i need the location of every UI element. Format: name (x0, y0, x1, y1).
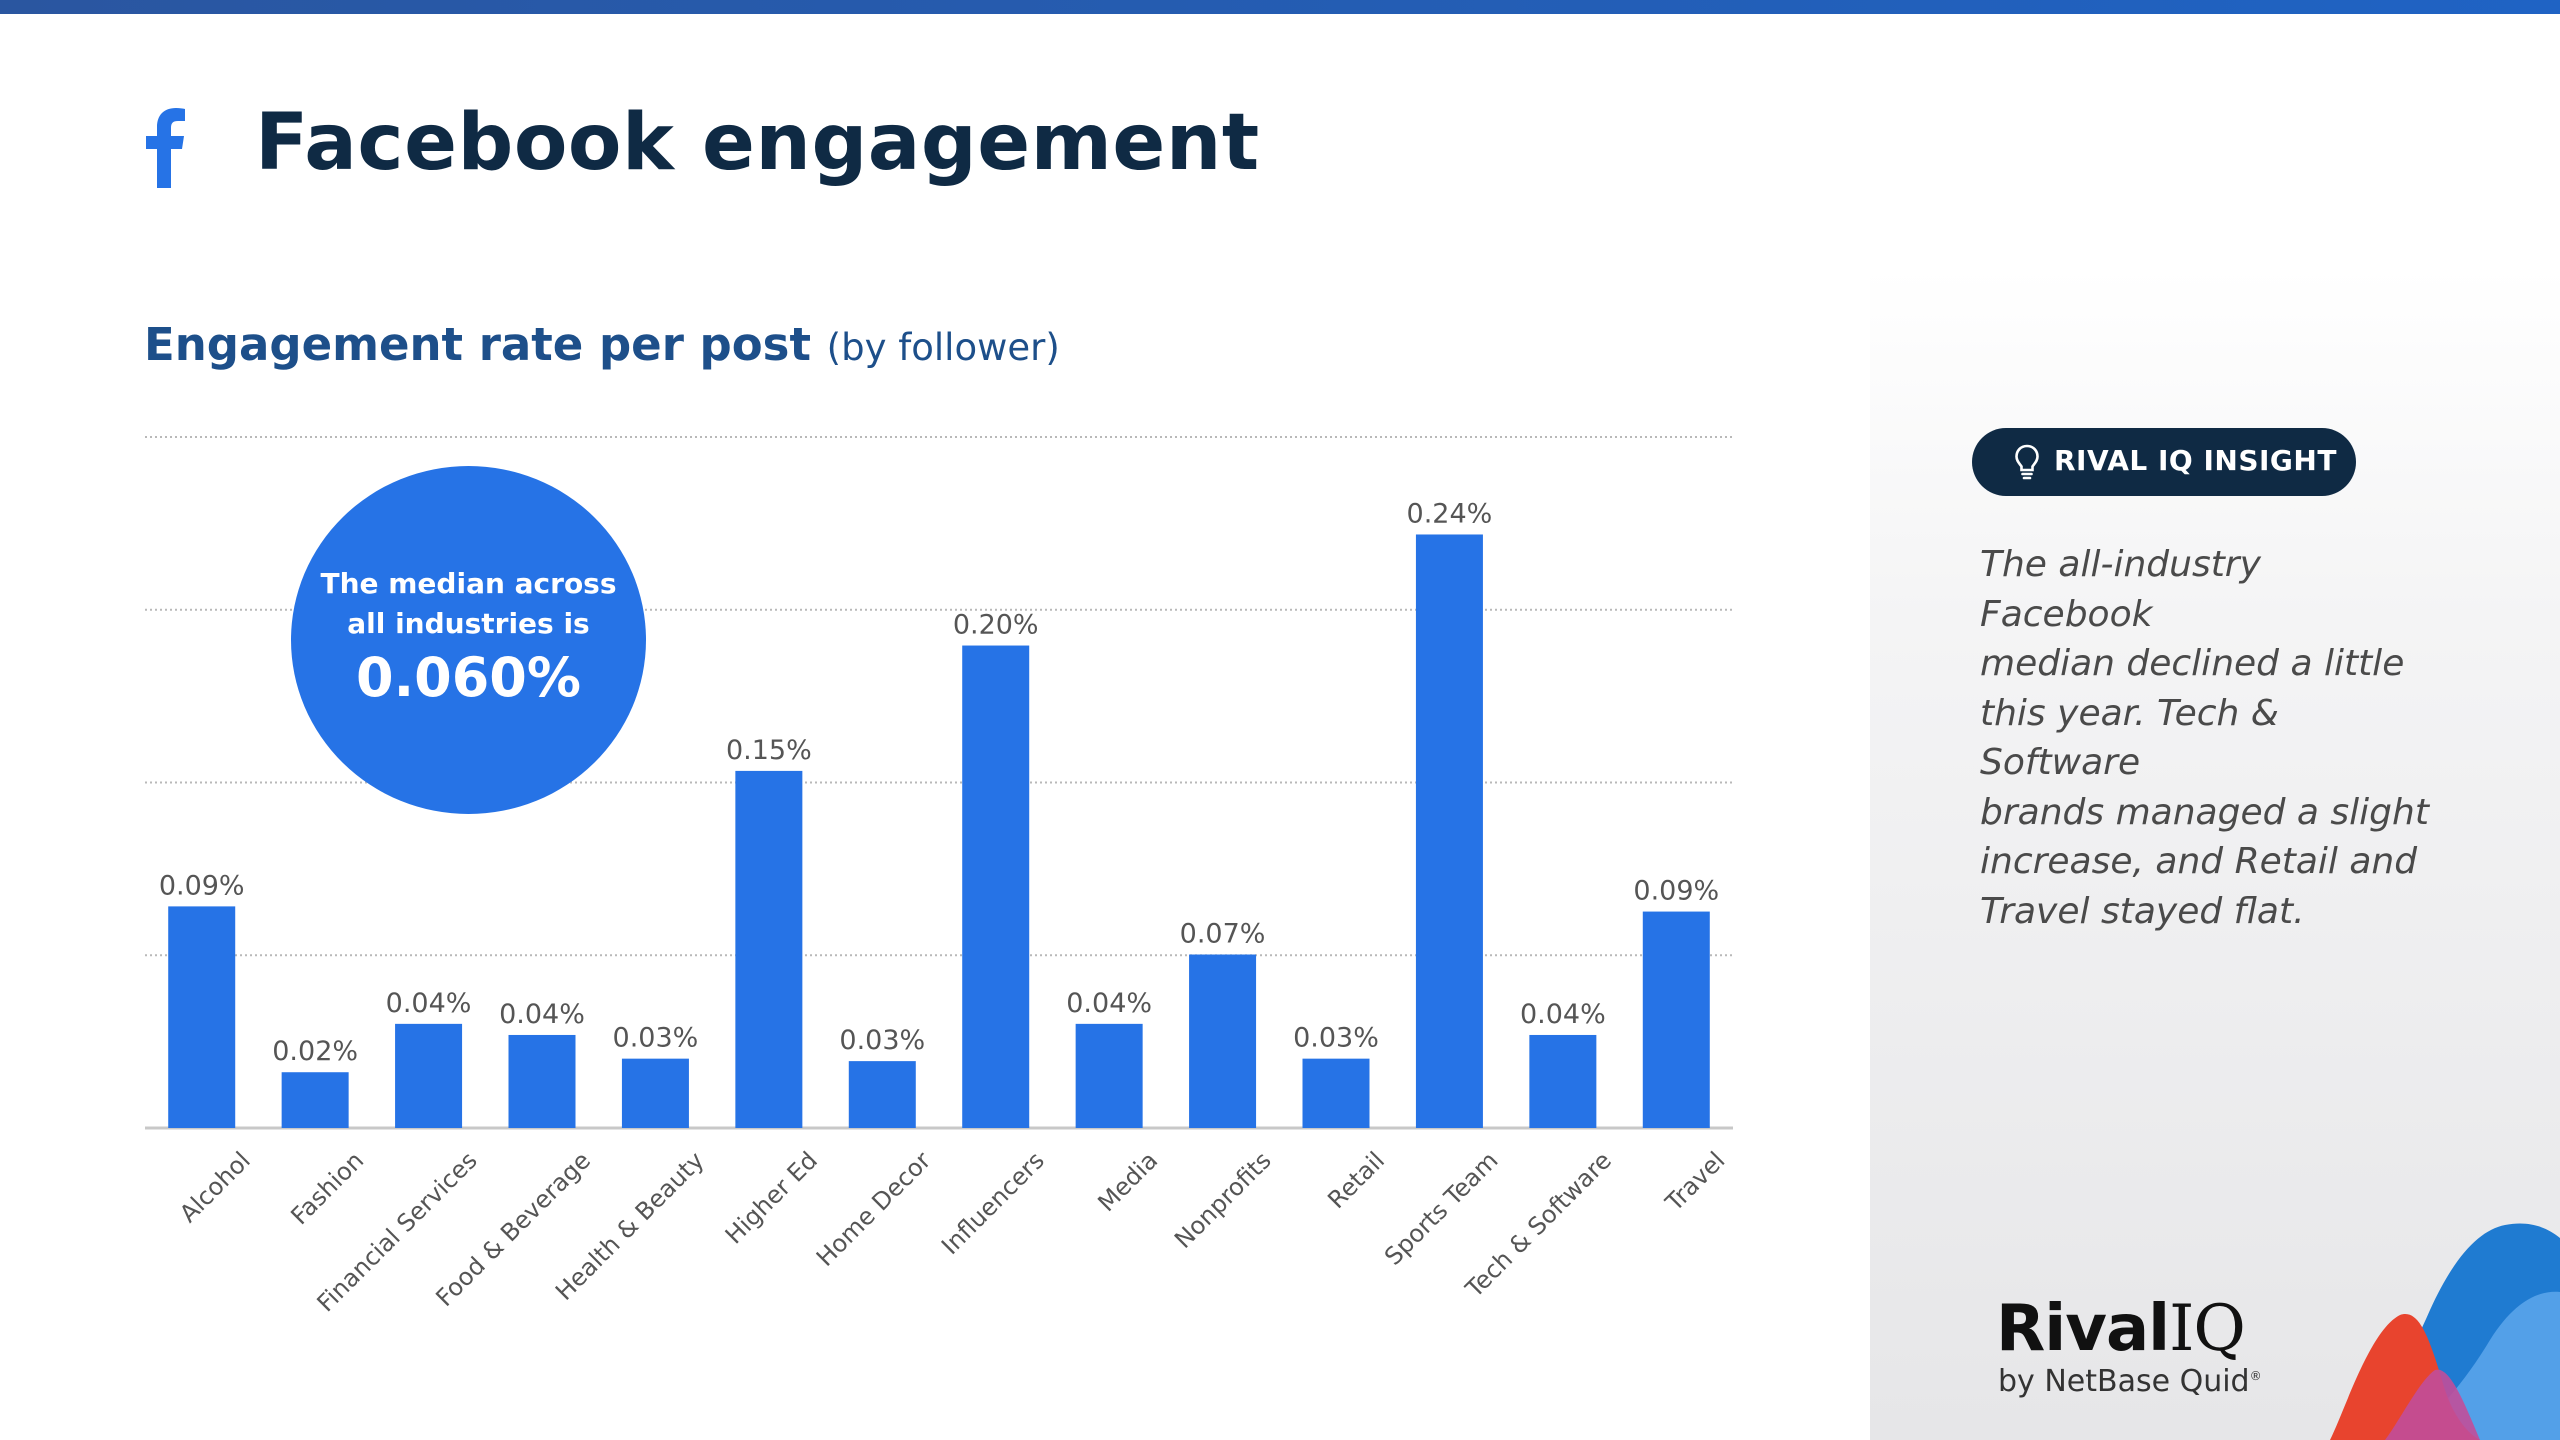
insight-line: The all-industry Facebook (1980, 544, 2261, 635)
logo-subtitle: by NetBase Quid® (1998, 1364, 2262, 1399)
bar (1302, 1058, 1370, 1128)
x-tick-label: Alcohol (174, 1146, 256, 1228)
median-line-2: all industries is (347, 607, 590, 640)
data-label: 0.03% (1293, 1023, 1379, 1054)
x-tick-label: Influencers (936, 1146, 1050, 1260)
insight-text: The all-industry Facebook median decline… (1980, 540, 2440, 936)
data-label: 0.07% (1180, 919, 1266, 950)
data-label: 0.20% (953, 610, 1039, 641)
data-label: 0.04% (499, 999, 585, 1030)
insight-line: this year. Tech & Software (1980, 692, 2279, 784)
insight-line: brands managed a slight (1980, 791, 2429, 833)
bar (508, 1034, 576, 1128)
bar (962, 645, 1030, 1128)
bar (1529, 1034, 1597, 1128)
bar (735, 770, 803, 1128)
page-title: Facebook engagement (255, 98, 1260, 188)
x-tick-label: Home Decor (811, 1146, 937, 1272)
x-tick-label: Sports Team (1379, 1146, 1503, 1270)
x-tick-label: Media (1092, 1146, 1163, 1217)
data-label: 0.09% (159, 870, 245, 901)
facebook-icon (146, 108, 185, 188)
data-label: 0.03% (613, 1023, 699, 1054)
top-accent-bar (0, 0, 2560, 14)
lightbulb-icon (2015, 444, 2039, 480)
bar (1075, 1023, 1143, 1128)
insight-line: median declined a little (1980, 643, 2405, 684)
logo-registered-mark: ® (2249, 1369, 2262, 1383)
chart-title-text: Engagement rate per post (144, 318, 811, 371)
data-label: 0.24% (1407, 498, 1493, 529)
bar (1415, 534, 1483, 1128)
x-tick-label: Higher Ed (720, 1146, 823, 1249)
data-label: 0.04% (1520, 999, 1606, 1030)
rival-iq-logo: RivalIQ (1996, 1292, 2246, 1366)
bar (848, 1061, 916, 1128)
chart-subtitle: (by follower) (826, 326, 1060, 369)
insight-badge: RIVAL IQ INSIGHT (1972, 428, 2356, 496)
median-callout: The median across all industries is 0.060… (291, 466, 646, 814)
data-label: 0.03% (839, 1025, 925, 1056)
data-label: 0.04% (386, 988, 472, 1019)
median-value: 0.060% (356, 646, 581, 709)
x-tick-label: Fashion (285, 1146, 369, 1230)
chart-title: Engagement rate per post (by follower) (144, 318, 1060, 371)
logo-sub-text: by NetBase Quid (1998, 1364, 2250, 1399)
data-label: 0.02% (272, 1036, 358, 1067)
logo-rival: Rival (1996, 1292, 2170, 1366)
bar (1189, 954, 1257, 1128)
insight-line: increase, and Retail and (1980, 841, 2418, 882)
median-callout-text: The median across all industries is (291, 564, 646, 644)
x-tick-label: Travel (1659, 1146, 1730, 1217)
insight-badge-label: RIVAL IQ INSIGHT (2054, 444, 2337, 477)
insight-line: Travel stayed flat. (1980, 890, 2305, 932)
bar (168, 906, 236, 1128)
data-label: 0.09% (1633, 876, 1719, 907)
x-tick-label: Nonprofits (1169, 1146, 1277, 1254)
bar (281, 1072, 349, 1128)
logo-iq: IQ (2169, 1292, 2246, 1366)
bar (1642, 911, 1710, 1128)
bar (621, 1058, 689, 1128)
data-label: 0.15% (726, 735, 812, 766)
x-tick-label: Retail (1322, 1146, 1390, 1214)
decorative-waves (2330, 1223, 2560, 1440)
data-label: 0.04% (1066, 988, 1152, 1019)
bar (395, 1023, 463, 1128)
median-line-1: The median across (320, 567, 617, 600)
